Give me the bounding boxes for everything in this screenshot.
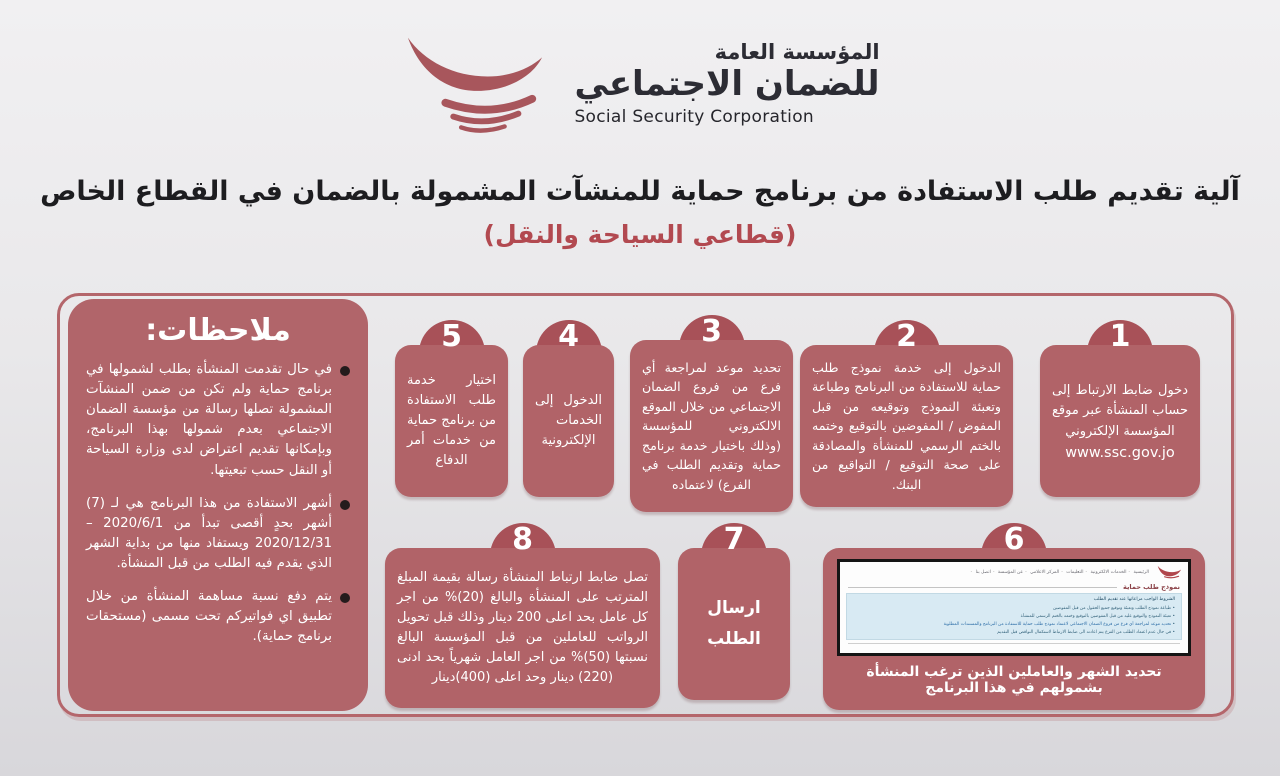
note-text: أشهر الاستفادة من هذا البرنامج هي لـ (7)…: [86, 495, 332, 571]
note-text: يتم دفع نسبة مساهمة المنشأة من خلال تطبي…: [86, 589, 332, 645]
brand-arabic-line1: المؤسسة العامة: [714, 40, 880, 65]
website-page-title-row: نموذج طلب حماية: [840, 580, 1188, 592]
step-number: 5: [441, 319, 462, 354]
brand-header: المؤسسة العامة للضمان الاجتماعي Social S…: [0, 28, 1280, 140]
step-card-body: الدخول إلى الخدمات الإلكترونية: [523, 345, 614, 497]
note-item: يتم دفع نسبة مساهمة المنشأة من خلال تطبي…: [86, 587, 350, 647]
info-heading: الشروط الواجب مراعاتها عند تقديم الطلب: [1093, 597, 1175, 602]
step-number: 8: [512, 522, 533, 557]
nav-item[interactable]: عن المؤسسة: [993, 570, 1023, 575]
website-footer-row: نموذج طلب وتقديم برنامج حماية: [848, 643, 1180, 653]
step-text: دخول ضابط الارتباط إلى حساب المنشأة عبر …: [1052, 383, 1188, 439]
ssc-website-url: www.ssc.gov.jo: [1065, 444, 1175, 461]
step-card-7: 7 ارسال الطلب: [678, 522, 790, 700]
info-line: طباعة نموذج الطلب وتعبئة وتوقيع جميع الح…: [853, 605, 1175, 613]
page-title: آلية تقديم طلب الاستفادة من برنامج حماية…: [40, 176, 1240, 207]
note-item: أشهر الاستفادة من هذا البرنامج هي لـ (7)…: [86, 494, 350, 574]
step-card-4: 4 الدخول إلى الخدمات الإلكترونية: [523, 319, 614, 497]
nav-item[interactable]: الخدمات الالكترونية: [1085, 570, 1126, 575]
website-screenshot: الرئيسية الخدمات الالكترونية التعليمات ا…: [837, 559, 1191, 656]
step-card-5: 5 اختيار خدمة طلب الاستفادة من برنامج حم…: [395, 319, 508, 497]
info-line-link[interactable]: تحديد موعد لمراجعة أي فرع من فروع الضمان…: [853, 621, 1175, 629]
step-card-body: اختيار خدمة طلب الاستفادة من برنامج حماي…: [395, 345, 508, 497]
step-number: 6: [1003, 522, 1025, 557]
step-card-8: 8 تصل ضابط ارتباط المنشأة رسالة بقيمة ال…: [385, 522, 660, 708]
step-number: 1: [1109, 319, 1131, 354]
step-card-body: تحديد موعد لمراجعة أي فرع من فروع الضمان…: [630, 340, 793, 512]
ssc-mini-logo-icon: [1157, 565, 1182, 579]
divider: [848, 586, 1118, 588]
note-item: في حال تقدمت المنشأة بطلب لشمولها في برن…: [86, 360, 350, 481]
step-text: تحديد موعد لمراجعة أي فرع من فروع الضمان…: [642, 359, 781, 492]
website-page-title: نموذج طلب حماية: [1123, 583, 1180, 591]
notes-title: ملاحظات:: [145, 313, 291, 348]
website-nav: الرئيسية الخدمات الالكترونية التعليمات ا…: [971, 570, 1149, 575]
info-line: في حال عدم اعتماد الطلب من الفرع يتم اعا…: [853, 629, 1175, 637]
step-card-body: الدخول إلى خدمة نموذج طلب حماية للاستفاد…: [800, 345, 1013, 507]
step-card-3: 3 تحديد موعد لمراجعة أي فرع من فروع الضم…: [630, 314, 793, 512]
nav-item[interactable]: الرئيسية: [1129, 570, 1149, 575]
steps-board: ملاحظات: في حال تقدمت المنشأة بطلب لشمول…: [57, 293, 1234, 717]
step-card-body: تصل ضابط ارتباط المنشأة رسالة بقيمة المب…: [385, 548, 660, 708]
step-card-1: 1 دخول ضابط الارتباط إلى حساب المنشأة عب…: [1040, 319, 1200, 497]
nav-item[interactable]: التعليمات: [1061, 570, 1083, 575]
note-text: في حال تقدمت المنشأة بطلب لشمولها في برن…: [86, 362, 332, 478]
step-number: 7: [723, 522, 745, 557]
brand-arabic-line2: للضمان الاجتماعي: [574, 63, 880, 104]
step-card-body: الرئيسية الخدمات الالكترونية التعليمات ا…: [823, 548, 1205, 710]
bullet-icon: [340, 593, 350, 604]
step-card-6: 6 الرئيسية الخدمات الالكترونية التعليمات…: [823, 522, 1205, 710]
info-line: تعبئة النموذج والتوقيع عليه من قبل المفو…: [853, 613, 1175, 621]
ssc-logo-swoosh-icon: [408, 37, 543, 133]
step-text: اختيار خدمة طلب الاستفادة من برنامج حماي…: [407, 372, 496, 469]
step-number: 2: [896, 319, 917, 354]
step-caption: تحديد الشهر والعاملين الذين ترغب المنشأة…: [866, 664, 1162, 696]
step-number: 4: [558, 319, 579, 354]
page-subtitle: (قطاعي السياحة والنقل): [483, 220, 797, 249]
nav-item[interactable]: اتصل بنا: [971, 570, 991, 575]
step-number: 3: [701, 314, 722, 349]
brand-text: المؤسسة العامة للضمان الاجتماعي Social S…: [574, 40, 880, 127]
step-text: الدخول إلى خدمة نموذج طلب حماية للاستفاد…: [812, 359, 1001, 492]
step-text: تصل ضابط ارتباط المنشأة رسالة بقيمة المب…: [397, 569, 649, 686]
notes-panel: ملاحظات: في حال تقدمت المنشأة بطلب لشمول…: [68, 299, 368, 711]
step-text: ارسال الطلب: [707, 598, 761, 649]
step-card-body: ارسال الطلب: [678, 548, 790, 700]
website-header: الرئيسية الخدمات الالكترونية التعليمات ا…: [840, 562, 1188, 580]
step-text: الدخول إلى الخدمات الإلكترونية: [535, 392, 602, 449]
brand-english: Social Security Corporation: [574, 106, 814, 127]
nav-item[interactable]: المركز الاعلامي: [1025, 570, 1059, 575]
website-info-box: الشروط الواجب مراعاتها عند تقديم الطلب ط…: [846, 593, 1182, 641]
step-card-2: 2 الدخول إلى خدمة نموذج طلب حماية للاستف…: [800, 319, 1013, 507]
bullet-icon: [340, 366, 350, 376]
step-card-body: دخول ضابط الارتباط إلى حساب المنشأة عبر …: [1040, 345, 1200, 497]
bullet-icon: [340, 499, 350, 510]
